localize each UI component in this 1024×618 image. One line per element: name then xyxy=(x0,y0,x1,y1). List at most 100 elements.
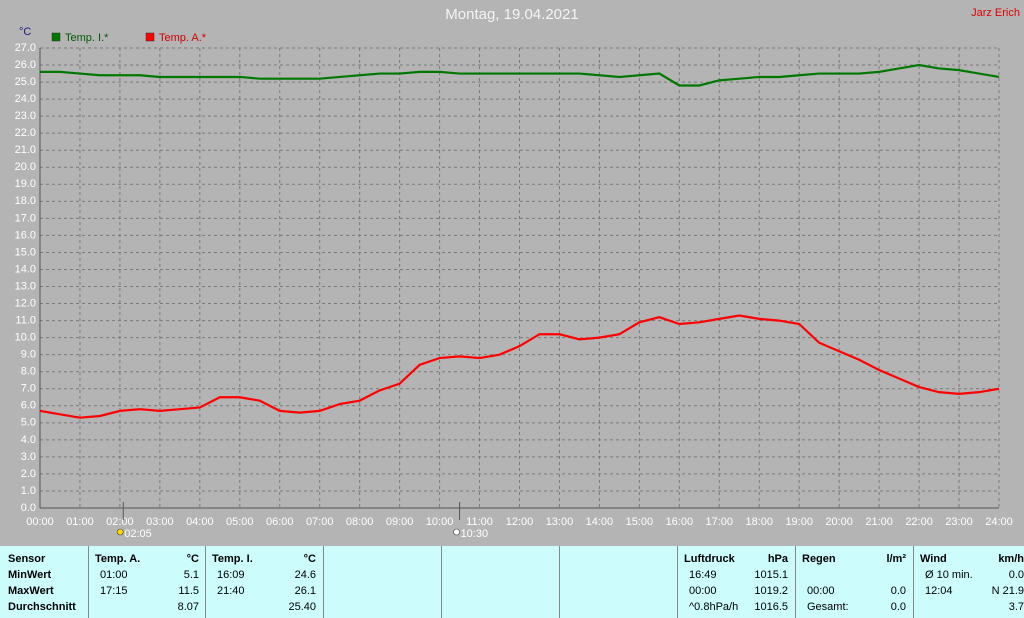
author: Jarz Erich xyxy=(971,7,1020,19)
x-tick-label: 08:00 xyxy=(346,516,374,528)
x-tick-label: 10:00 xyxy=(426,516,454,528)
column-divider xyxy=(913,546,914,618)
y-tick-label: 27.0 xyxy=(15,42,36,54)
row-value: 1016.5 xyxy=(754,601,788,613)
row-value: 24.6 xyxy=(294,569,316,581)
y-tick-label: 3.0 xyxy=(21,451,36,463)
x-tick-label: 21:00 xyxy=(865,516,893,528)
y-tick-label: 17.0 xyxy=(15,212,36,224)
x-tick-label: 18:00 xyxy=(745,516,773,528)
x-tick-label: 20:00 xyxy=(825,516,853,528)
x-tick-label: 12:00 xyxy=(506,516,534,528)
column-divider xyxy=(205,546,206,618)
row-label: MaxWert xyxy=(8,585,54,597)
column-divider xyxy=(323,546,324,618)
y-tick-label: 14.0 xyxy=(15,263,36,275)
y-tick-label: 10.0 xyxy=(15,332,36,344)
y-tick-label: 16.0 xyxy=(15,229,36,241)
row-value: 11.5 xyxy=(178,585,199,597)
row-value: 26.1 xyxy=(294,585,316,597)
y-tick-label: 26.0 xyxy=(15,59,36,71)
annotation-icon xyxy=(453,528,460,536)
y-tick-label: 13.0 xyxy=(15,280,36,292)
panel-header: Wind xyxy=(920,553,947,565)
annotation-icon xyxy=(116,528,124,536)
x-tick-label: 22:00 xyxy=(905,516,933,528)
y-tick-label: 7.0 xyxy=(21,383,36,395)
annotation-label: 10:30 xyxy=(461,528,489,540)
y-tick-label: 6.0 xyxy=(21,400,36,412)
y-tick-label: 19.0 xyxy=(15,178,36,190)
summary-table: Sensor MinWert MaxWert Durchschnitt Temp. A.… xyxy=(0,546,1024,618)
chart-title: Montag, 19.04.2021 xyxy=(445,6,578,23)
row-value: 8.07 xyxy=(177,601,199,613)
x-tick-label: 19:00 xyxy=(785,516,813,528)
row-time: 00:00 xyxy=(807,585,835,597)
row-time: 21:40 xyxy=(217,585,245,597)
y-tick-label: 23.0 xyxy=(15,110,36,122)
y-tick-label: 8.0 xyxy=(21,366,36,378)
column-divider xyxy=(677,546,678,618)
x-tick-label: 03:00 xyxy=(146,516,174,528)
y-tick-label: 22.0 xyxy=(15,127,36,139)
legend-label: Temp. I.* xyxy=(65,32,109,44)
y-tick-label: 0.0 xyxy=(21,502,36,514)
x-tick-label: 11:00 xyxy=(466,516,493,528)
y-tick-label: 25.0 xyxy=(15,76,36,88)
panel-unit: °C xyxy=(303,553,316,565)
column-divider xyxy=(795,546,796,618)
panel-header: Regen xyxy=(802,553,836,565)
y-tick-label: 15.0 xyxy=(15,246,36,258)
column-divider xyxy=(441,546,442,618)
row-value: 5.1 xyxy=(183,569,199,581)
row-time: 17:15 xyxy=(100,585,128,597)
column-divider xyxy=(88,546,89,618)
panel-header: Temp. A. xyxy=(95,553,141,565)
y-tick-label: 5.0 xyxy=(21,417,36,429)
row-value: 1019.2 xyxy=(754,585,788,597)
x-tick-label: 17:00 xyxy=(706,516,734,528)
y-unit: °C xyxy=(19,26,31,38)
legend-swatch xyxy=(51,32,61,42)
row-value: 0.0 xyxy=(1008,569,1024,581)
chart: Montag, 19.04.2021 Jarz Erich °C 0.0 1.0 2… xyxy=(15,6,1020,540)
row-value: 3.7 xyxy=(1008,601,1024,613)
y-tick-label: 24.0 xyxy=(15,93,36,105)
x-tick-label: 13:00 xyxy=(546,516,574,528)
panel-unit: hPa xyxy=(767,553,788,565)
panel-header: Luftdruck xyxy=(684,553,735,565)
panel-header: Temp. I. xyxy=(212,553,253,565)
x-tick-label: 00:00 xyxy=(26,516,54,528)
row-value: 0.0 xyxy=(890,601,906,613)
row-value: N 21.9 xyxy=(991,585,1024,597)
row-time: Ø 10 min. xyxy=(925,569,973,581)
y-tick-label: 11.0 xyxy=(15,314,36,326)
y-tick-label: 2.0 xyxy=(21,468,36,480)
y-tick-label: 21.0 xyxy=(15,144,36,156)
row-label: Durchschnitt xyxy=(8,601,76,613)
legend-swatch xyxy=(145,32,155,42)
row-time: 00:00 xyxy=(689,585,717,597)
y-tick-label: 1.0 xyxy=(21,485,36,497)
y-tick-label: 9.0 xyxy=(21,349,36,361)
series-line xyxy=(39,314,1000,419)
x-tick-label: 04:00 xyxy=(186,516,214,528)
y-tick-label: 4.0 xyxy=(21,434,36,446)
panel-unit: °C xyxy=(186,553,199,565)
x-tick-label: 02:00 xyxy=(106,516,134,528)
row-time: 12:04 xyxy=(925,585,953,597)
legend-label: Temp. A.* xyxy=(159,32,207,44)
row-value: 0.0 xyxy=(890,585,906,597)
row-value: 25.40 xyxy=(288,601,316,613)
row-value: 1015.1 xyxy=(754,569,788,581)
x-tick-label: 07:00 xyxy=(306,516,334,528)
panel-unit: l/m² xyxy=(886,553,906,565)
row-label: MinWert xyxy=(8,569,52,581)
row-time: 16:49 xyxy=(689,569,717,581)
annotation-label: 02:05 xyxy=(124,528,152,540)
x-tick-label: 06:00 xyxy=(266,516,294,528)
y-tick-label: 20.0 xyxy=(15,161,36,173)
y-tick-label: 18.0 xyxy=(15,195,36,207)
x-tick-label: 23:00 xyxy=(945,516,973,528)
